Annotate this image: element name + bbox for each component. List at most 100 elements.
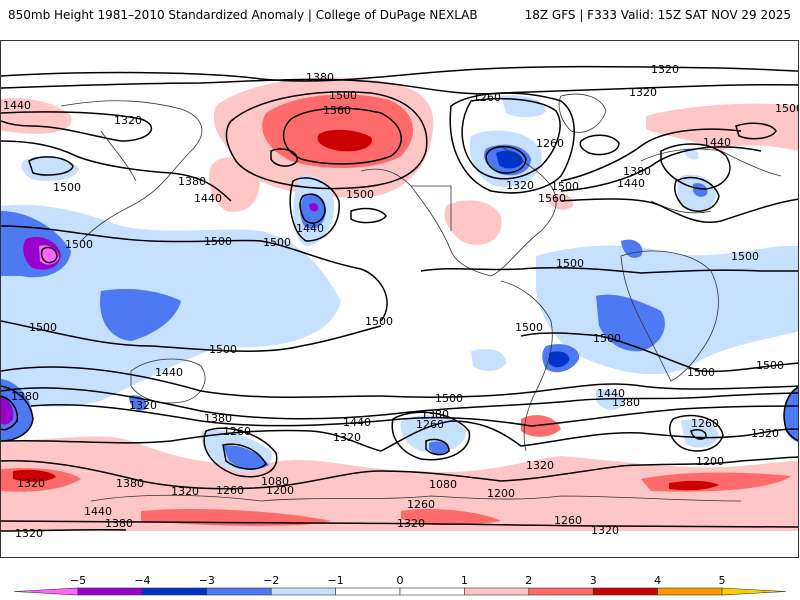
contour-label: 1500 <box>687 366 715 379</box>
coastline-greenland <box>558 93 607 133</box>
contour-label: 1380 <box>421 408 449 421</box>
colorbar-tick-label: 0 <box>397 574 404 587</box>
anomaly-region-pos3-s <box>13 469 56 482</box>
contour-1440-sh <box>1 387 798 420</box>
anomaly-region-pos1-s <box>1 436 798 531</box>
contour-1440-west <box>1 140 232 202</box>
contour-sh-low-c <box>668 414 724 452</box>
contour-label: 1380 <box>116 477 144 490</box>
contour-label: 1440 <box>296 222 324 235</box>
contour-label: 1500 <box>209 343 237 356</box>
coastlines <box>60 93 782 502</box>
contour-hudson-low <box>485 145 527 174</box>
anomaly-region-neg2-r <box>784 387 798 443</box>
contour-label: 1320 <box>333 431 361 444</box>
contour-label: 1260 <box>536 137 564 150</box>
contour-pacific-low-inner <box>299 193 326 224</box>
contour-1380-north <box>1 78 798 95</box>
colorbar-bin <box>270 587 336 596</box>
contour-label: 1380 <box>306 71 334 84</box>
contour-1320-sh <box>1 420 798 452</box>
contour-label: 1200 <box>487 487 515 500</box>
anomaly-region-pos3 <box>317 129 372 152</box>
contour-pacific-low <box>289 177 340 242</box>
contour-label: 1560 <box>323 104 351 117</box>
anomaly-region-neg1-b <box>501 95 546 118</box>
coastline-asia <box>60 100 203 242</box>
height-contours <box>1 65 798 532</box>
colorbar-tick-label: −4 <box>134 574 150 587</box>
contour-label: 1260 <box>407 498 435 511</box>
colorbar-tick-label: 1 <box>461 574 468 587</box>
colorbar-bin <box>399 587 465 596</box>
contour-europe-low <box>673 176 720 212</box>
colorbar-bin <box>77 587 143 596</box>
contour-label: 1380 <box>612 396 640 409</box>
contour-label: 1260 <box>416 418 444 431</box>
contour-label: 1500 <box>556 257 584 270</box>
colorbar-tick-label: 3 <box>590 574 597 587</box>
contour-label: 1380 <box>623 165 651 178</box>
contour-pacific-ring-a <box>270 148 298 167</box>
contour-label: 1500 <box>775 102 799 115</box>
anomaly-region-neg2-q <box>1 379 33 441</box>
contour-1560-alaska <box>282 107 402 165</box>
chart-title: 850mb Height 1981–2010 Standardized Anom… <box>8 8 478 22</box>
contour-label: 1500 <box>263 236 291 249</box>
contour-label: 1320 <box>129 399 157 412</box>
contour-atlantic-1380 <box>560 128 742 182</box>
coastline-africa <box>620 250 719 382</box>
anomaly-region-neg1-h <box>536 245 798 375</box>
contour-label: 1380 <box>11 390 39 403</box>
contour-label: 1500 <box>329 89 357 102</box>
contour-atlantic-1440 <box>560 146 762 192</box>
anomaly-region-neg4-q <box>1 396 14 425</box>
anomaly-region-neg2-m <box>429 441 449 455</box>
contour-label: 1320 <box>526 459 554 472</box>
anomaly-region-neg2-j <box>621 239 643 258</box>
anomaly-region-neg2-n <box>223 445 269 470</box>
anomaly-region-neg3-a <box>496 150 523 169</box>
contour-label: 1260 <box>554 514 582 527</box>
contour-nwpac-ring <box>28 156 74 176</box>
colorbar-bin <box>335 587 401 596</box>
contour-label: 1500 <box>346 188 374 201</box>
contour-label: 1320 <box>171 485 199 498</box>
contour-label: 1500 <box>435 392 463 405</box>
contour-label: 1380 <box>105 517 133 530</box>
contour-label: 1200 <box>266 484 294 497</box>
contour-label: 1500 <box>756 359 784 372</box>
contour-canada-1260 <box>461 97 561 180</box>
colorbar-tick-label: 2 <box>525 574 532 587</box>
contour-label: 1440 <box>194 192 222 205</box>
contour-1320-pacific <box>1 111 153 142</box>
colorbar-bin <box>592 587 658 596</box>
anomaly-region-neg1-l <box>471 349 506 371</box>
colorbar-bin <box>657 587 723 596</box>
anomaly-region-neg3-k <box>549 351 570 368</box>
colorbar-tick-label: 4 <box>654 574 661 587</box>
anomaly-region-neg4-c <box>309 203 319 212</box>
contour-canada-1320 <box>449 92 575 194</box>
contour-label: 1320 <box>17 477 45 490</box>
anomaly-region-pos3-v <box>669 480 719 491</box>
colorbar-tick-label: −1 <box>327 574 343 587</box>
contour-label: 1260 <box>216 484 244 497</box>
contour-1500-subtropic <box>1 225 798 322</box>
anomaly-region-neg2-h <box>100 289 181 341</box>
anomaly-region-neg1-m <box>400 415 467 453</box>
contour-label: 1320 <box>397 517 425 530</box>
anomaly-region-pos2-w <box>521 415 561 437</box>
colorbar-bin <box>464 587 530 596</box>
contour-label: 1260 <box>223 425 251 438</box>
contour-label: 1500 <box>53 181 81 194</box>
contour-1320-bottom <box>1 528 127 532</box>
colorbar-bin <box>13 587 79 596</box>
contour-label: 1080 <box>261 475 289 488</box>
contour-europe-1440 <box>660 143 731 190</box>
contour-label: 1080 <box>429 478 457 491</box>
contour-label: 1440 <box>597 387 625 400</box>
coastline-south-america <box>500 280 553 452</box>
contour-sh-low-a-inner <box>222 443 267 470</box>
colorbar-bin <box>721 587 787 596</box>
